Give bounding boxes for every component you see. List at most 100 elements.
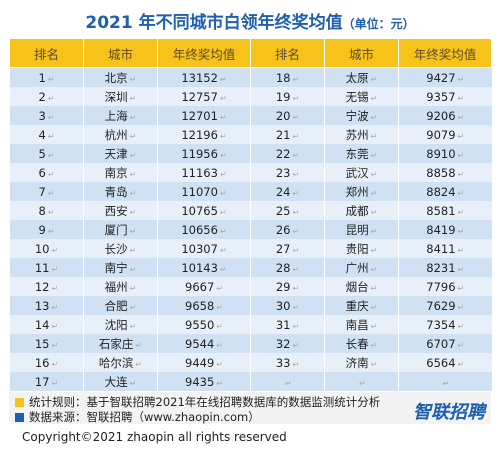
cell-city-left: 大连 ↵ (83, 372, 158, 391)
cell-rank-right: 27 ↵ (250, 239, 325, 258)
cell-value-right: 8910 ↵ (398, 144, 492, 163)
cell-value-left: 10143 ↵ (157, 258, 251, 277)
paragraph-mark-icon: ↵ (457, 131, 465, 141)
cell-city-right: 贵阳 ↵ (324, 239, 399, 258)
city-right-text: 成都 (345, 203, 369, 218)
value-right-text: 6564 (426, 355, 456, 370)
cell-value-left: 12196 ↵ (157, 125, 251, 144)
source-note: 数据来源：智联招聘（www.zhaopin.com） (15, 409, 260, 425)
cell-city-left: 南宁 ↵ (83, 258, 158, 277)
paragraph-mark-icon: ↵ (442, 378, 450, 388)
cell-city-right: 无锡 ↵ (324, 87, 399, 106)
value-left-text: 13152 (181, 70, 218, 85)
value-right-text: 9427 (426, 70, 456, 85)
cell-value-right: ↵ (398, 372, 492, 391)
paragraph-mark-icon: ↵ (292, 302, 300, 312)
cell-rank-right: 19 ↵ (250, 87, 325, 106)
paragraph-mark-icon: ↵ (292, 283, 300, 293)
cell-rank-left: 1 ↵ (9, 67, 84, 87)
city-right-text: 苏州 (345, 127, 369, 142)
cell-rank-right: 26 ↵ (250, 220, 325, 239)
paragraph-mark-icon: ↵ (129, 188, 137, 198)
cell-city-left: 深圳 ↵ (83, 87, 158, 106)
rank-left-text: 10 (34, 241, 50, 256)
cell-city-left: 福州 ↵ (83, 277, 158, 296)
paragraph-mark-icon: ↵ (216, 302, 223, 312)
value-left-text: 9544 (185, 336, 215, 351)
cell-rank-right: 21 ↵ (250, 125, 325, 144)
cell-rank-left: 3 ↵ (9, 106, 84, 125)
rank-left-text: 8 (38, 203, 46, 218)
cell-rank-left: 9 ↵ (9, 220, 84, 239)
header-rank-left: 排名 (9, 38, 84, 68)
paragraph-mark-icon: ↵ (135, 340, 143, 350)
paragraph-mark-icon: ↵ (457, 359, 465, 369)
paragraph-mark-icon: ↵ (370, 226, 378, 236)
paragraph-mark-icon: ↵ (370, 302, 378, 312)
cell-value-right: 8231 ↵ (398, 258, 492, 277)
value-right-text: 8411 (426, 241, 456, 256)
rank-left-text: 6 (38, 165, 46, 180)
cell-rank-right: 31 ↵ (250, 315, 325, 334)
cell-rank-right: 30 ↵ (250, 296, 325, 315)
value-left-text: 12196 (181, 127, 218, 142)
paragraph-mark-icon: ↵ (47, 93, 55, 103)
cell-value-right: 9206 ↵ (398, 106, 492, 125)
cell-value-left: 12757 ↵ (157, 87, 251, 106)
value-right-text: 9357 (426, 89, 456, 104)
paragraph-mark-icon: ↵ (51, 264, 59, 274)
cell-city-left: 青岛 ↵ (83, 182, 158, 201)
city-left-text: 南宁 (104, 260, 128, 275)
rank-right-text: 33 (275, 355, 291, 370)
rank-left-text: 5 (38, 146, 46, 161)
cell-city-right: 广州 ↵ (324, 258, 399, 277)
cell-rank-right: 20 ↵ (250, 106, 325, 125)
paragraph-mark-icon: ↵ (219, 226, 227, 236)
paragraph-mark-icon: ↵ (292, 112, 300, 122)
cell-value-right: 7629 ↵ (398, 296, 492, 315)
cell-value-right: 8581 ↵ (398, 201, 492, 220)
cell-value-left: 9658 ↵ (157, 296, 251, 315)
unit-label: （单位：元） (342, 17, 415, 31)
value-left-text: 11163 (181, 165, 218, 180)
city-right-text: 昆明 (345, 222, 369, 237)
header-rank-right: 排名 (250, 38, 325, 68)
copyright-text: Copyright©2021 zhaopin all rights reserv… (22, 430, 287, 444)
table-row: 11 ↵ 南宁 ↵ 10143 ↵ 28 ↵ 广州 ↵ 8231 ↵ (9, 258, 492, 277)
paragraph-mark-icon: ↵ (457, 207, 465, 217)
paragraph-mark-icon: ↵ (219, 207, 227, 217)
paragraph-mark-icon: ↵ (216, 359, 223, 369)
rank-left-text: 2 (38, 89, 46, 104)
cell-rank-left: 7 ↵ (9, 182, 84, 201)
cell-value-right: 6564 ↵ (398, 353, 492, 372)
table-row: 12 ↵ 福州 ↵ 9667 ↵ 29 ↵ 烟台 ↵ 7796 ↵ (9, 277, 492, 296)
rank-left-text: 15 (34, 336, 50, 351)
paragraph-mark-icon: ↵ (216, 321, 223, 331)
cell-value-right: 9079 ↵ (398, 125, 492, 144)
city-right-text: 宁波 (345, 108, 369, 123)
city-left-text: 长沙 (104, 241, 128, 256)
rule-text: 统计规则：基于智联招聘2021年在线招聘数据库的数据监测统计分析 (29, 395, 381, 409)
table-row: 2 ↵ 深圳 ↵ 12757 ↵ 19 ↵ 无锡 ↵ 9357 ↵ (9, 87, 492, 106)
value-right-text: 8910 (426, 146, 456, 161)
value-right-text: 7629 (426, 298, 456, 313)
city-left-text: 天津 (104, 146, 128, 161)
table-row: 5 ↵ 天津 ↵ 11956 ↵ 22 ↵ 东莞 ↵ 8910 ↵ (9, 144, 492, 163)
city-left-text: 南京 (104, 165, 128, 180)
cell-value-right: 6707 ↵ (398, 334, 492, 353)
rank-left-text: 7 (38, 184, 46, 199)
city-left-text: 杭州 (104, 127, 128, 142)
paragraph-mark-icon: ↵ (51, 302, 59, 312)
cell-city-left: 哈尔滨 ↵ (83, 353, 158, 372)
table-row: 3 ↵ 上海 ↵ 12701 ↵ 20 ↵ 宁波 ↵ 9206 ↵ (9, 106, 492, 125)
source-text: 数据来源：智联招聘（www.zhaopin.com） (29, 410, 260, 424)
cell-city-right: 成都 ↵ (324, 201, 399, 220)
paragraph-mark-icon: ↵ (216, 283, 223, 293)
paragraph-mark-icon: ↵ (292, 245, 300, 255)
paragraph-mark-icon: ↵ (370, 93, 378, 103)
cell-rank-right: 18 ↵ (250, 67, 325, 87)
rank-right-text: 24 (275, 184, 291, 199)
city-right-text: 贵阳 (345, 241, 369, 256)
cell-value-right: 8858 ↵ (398, 163, 492, 182)
cell-city-right: 昆明 ↵ (324, 220, 399, 239)
